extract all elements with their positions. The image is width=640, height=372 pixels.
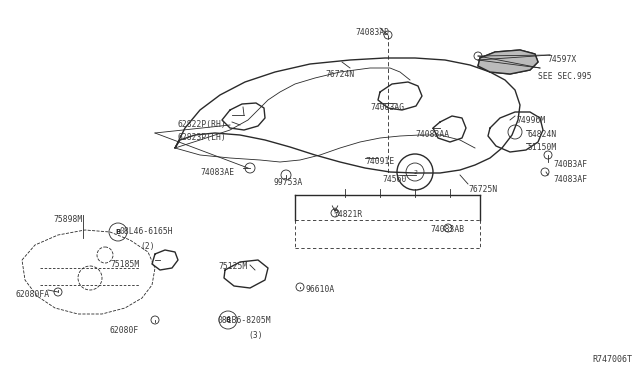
Text: 99753A: 99753A	[274, 178, 303, 187]
Text: 740B3AF: 740B3AF	[553, 160, 587, 169]
Text: 62080FA: 62080FA	[15, 290, 49, 299]
Text: 74821R: 74821R	[333, 210, 362, 219]
Text: 74091E: 74091E	[365, 157, 394, 166]
Text: 62080F: 62080F	[110, 326, 140, 335]
Text: 74996M: 74996M	[516, 116, 545, 125]
Text: 62823P(LH): 62823P(LH)	[178, 133, 227, 142]
Text: 75125M: 75125M	[218, 262, 247, 271]
Text: 75898M: 75898M	[53, 215, 83, 224]
Text: 74083AF: 74083AF	[553, 175, 587, 184]
Text: 74083AG: 74083AG	[370, 103, 404, 112]
Text: (2): (2)	[140, 242, 155, 251]
Text: 2: 2	[413, 170, 417, 176]
Text: 76725N: 76725N	[468, 185, 497, 194]
Text: (3): (3)	[248, 331, 262, 340]
Text: 64824N: 64824N	[527, 130, 556, 139]
Text: 74083AD: 74083AD	[355, 28, 389, 37]
Text: B: B	[225, 317, 230, 324]
Text: 96610A: 96610A	[306, 285, 335, 294]
Text: 74083AA: 74083AA	[415, 130, 449, 139]
Text: R747006T: R747006T	[592, 355, 632, 364]
Text: 62822P(RH): 62822P(RH)	[178, 120, 227, 129]
Text: 75185M: 75185M	[110, 260, 140, 269]
Text: 74560: 74560	[382, 175, 406, 184]
Text: 74083AE: 74083AE	[200, 168, 234, 177]
Polygon shape	[478, 50, 538, 74]
Text: 74083AB: 74083AB	[430, 225, 464, 234]
Text: 51150M: 51150M	[527, 143, 556, 152]
Text: 081B6-8205M: 081B6-8205M	[218, 316, 271, 325]
Text: 74597X: 74597X	[547, 55, 576, 64]
Text: SEE SEC.995: SEE SEC.995	[538, 72, 591, 81]
Text: B: B	[115, 230, 120, 235]
Text: 76724N: 76724N	[325, 70, 355, 79]
Text: 08L46-6165H: 08L46-6165H	[120, 227, 173, 236]
